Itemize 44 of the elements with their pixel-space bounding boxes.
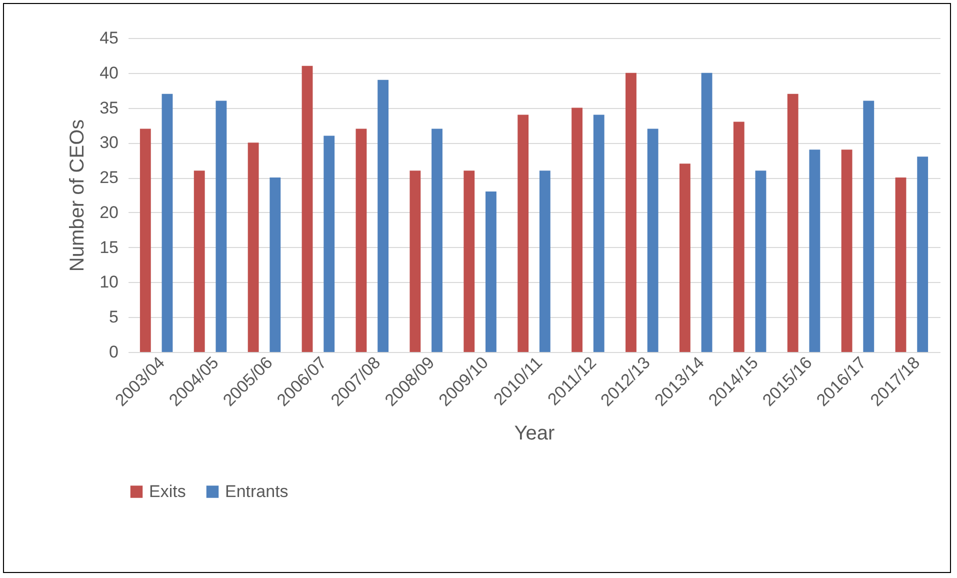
bar	[679, 164, 690, 352]
bar	[895, 178, 906, 352]
y-tick-label: 15	[100, 238, 118, 257]
legend-label: Entrants	[225, 482, 288, 501]
bar	[701, 72, 712, 352]
y-tick-label: 0	[109, 342, 118, 362]
y-tick-label: 35	[100, 98, 118, 118]
bar	[863, 100, 874, 352]
bar	[539, 170, 550, 352]
bar	[270, 178, 281, 352]
bar	[302, 66, 313, 352]
bar	[410, 170, 421, 352]
bar	[787, 94, 798, 352]
bar	[162, 94, 173, 352]
y-tick-label: 10	[100, 272, 118, 292]
bar	[809, 150, 820, 352]
bar	[464, 170, 475, 352]
bar	[626, 72, 636, 352]
bar	[917, 156, 928, 352]
legend-label: Exits	[149, 482, 186, 501]
y-tick-label: 25	[100, 168, 118, 188]
bar	[572, 108, 582, 352]
y-tick-label: 45	[100, 28, 118, 48]
bar	[194, 170, 205, 352]
bar	[356, 128, 367, 352]
bar	[841, 150, 852, 352]
bar	[486, 192, 496, 352]
bar	[518, 114, 529, 352]
y-tick-label: 30	[100, 133, 118, 152]
y-tick-label: 40	[100, 63, 118, 82]
bar	[140, 128, 151, 352]
y-tick-label: 5	[109, 308, 118, 327]
y-axis-title: Number of CEOs	[66, 119, 89, 272]
bar	[733, 122, 744, 352]
bar	[216, 100, 227, 352]
bar	[593, 114, 604, 352]
x-axis-title: Year	[514, 422, 556, 444]
bar	[432, 128, 442, 352]
bar	[248, 142, 259, 352]
bar	[324, 136, 335, 352]
bar	[647, 128, 658, 352]
y-tick-label: 20	[100, 202, 118, 222]
bar	[755, 170, 766, 352]
bar	[378, 80, 389, 352]
